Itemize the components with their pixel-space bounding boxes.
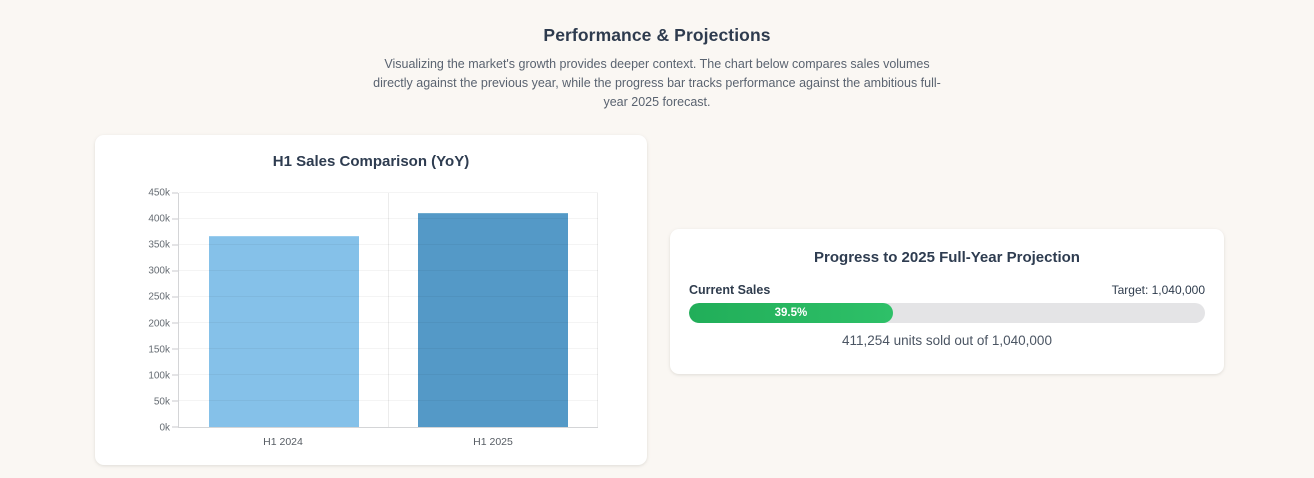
projection-progress-card: Progress to 2025 Full-Year Projection Cu… (670, 229, 1224, 374)
y-axis-tick (172, 296, 178, 298)
bars-container (179, 193, 598, 427)
y-axis-tick-label: 50k (153, 396, 170, 408)
bar-slot (389, 193, 599, 427)
x-axis-tick-label: H1 2024 (263, 436, 303, 448)
y-axis-tick-label: 400k (148, 213, 170, 225)
bar-h1-2025 (418, 213, 569, 427)
progress-track: 39.5% (689, 303, 1205, 323)
y-axis-tick (172, 218, 178, 220)
y-axis-tick (172, 426, 178, 428)
progress-title: Progress to 2025 Full-Year Projection (814, 249, 1080, 266)
target-label: Target: 1,040,000 (1111, 283, 1205, 297)
bar-h1-2024 (208, 236, 359, 427)
y-axis-tick-label: 250k (148, 291, 170, 303)
vertical-gridline (597, 193, 598, 427)
y-axis-tick-label: 150k (148, 344, 170, 356)
y-axis-tick (172, 374, 178, 376)
y-axis-tick-label: 450k (148, 187, 170, 199)
y-axis-tick (172, 192, 178, 194)
sales-comparison-chart-card: H1 Sales Comparison (YoY) 0k 50k 100k 150k 2… (95, 135, 647, 465)
bar-slot (179, 193, 389, 427)
y-axis-tick-label: 0k (159, 422, 170, 434)
current-sales-label: Current Sales (689, 283, 771, 297)
page-description: Visualizing the market's growth provides… (373, 57, 941, 109)
x-axis-tick-label: H1 2025 (473, 436, 513, 448)
progress-labels-row: Current Sales Target: 1,040,000 (689, 283, 1205, 297)
progress-percent-label: 39.5% (774, 307, 808, 319)
y-axis-tick (172, 400, 178, 402)
chart-title: H1 Sales Comparison (YoY) (272, 153, 470, 170)
y-axis-tick (172, 270, 178, 272)
y-axis-tick (172, 322, 178, 324)
chart-plot-area (172, 192, 598, 428)
page-header: Performance & Projections Visualizing th… (0, 0, 1314, 112)
y-axis-tick-label: 300k (148, 265, 170, 277)
y-axis-tick-label: 350k (148, 239, 170, 251)
y-axis-tick (172, 244, 178, 246)
y-axis-tick-label: 200k (148, 318, 170, 330)
y-axis-tick-label: 100k (148, 370, 170, 382)
bar-chart: 0k 50k 100k 150k 200k 250k 300k 350k 400k 450k H1… (135, 188, 647, 452)
vertical-gridline (387, 193, 389, 427)
progress-fill: 39.5% (689, 303, 893, 323)
progress-summary: 411,254 units sold out of 1,040,000 (842, 333, 1052, 348)
content-row: H1 Sales Comparison (YoY) 0k 50k 100k 150k 2… (0, 135, 1314, 465)
page-title: Performance & Projections (543, 25, 771, 45)
y-axis-tick (172, 348, 178, 350)
x-axis-labels: H1 2024 H1 2025 (178, 428, 598, 452)
y-axis-labels: 0k 50k 100k 150k 200k 250k 300k 350k 400k 450k (135, 188, 178, 434)
